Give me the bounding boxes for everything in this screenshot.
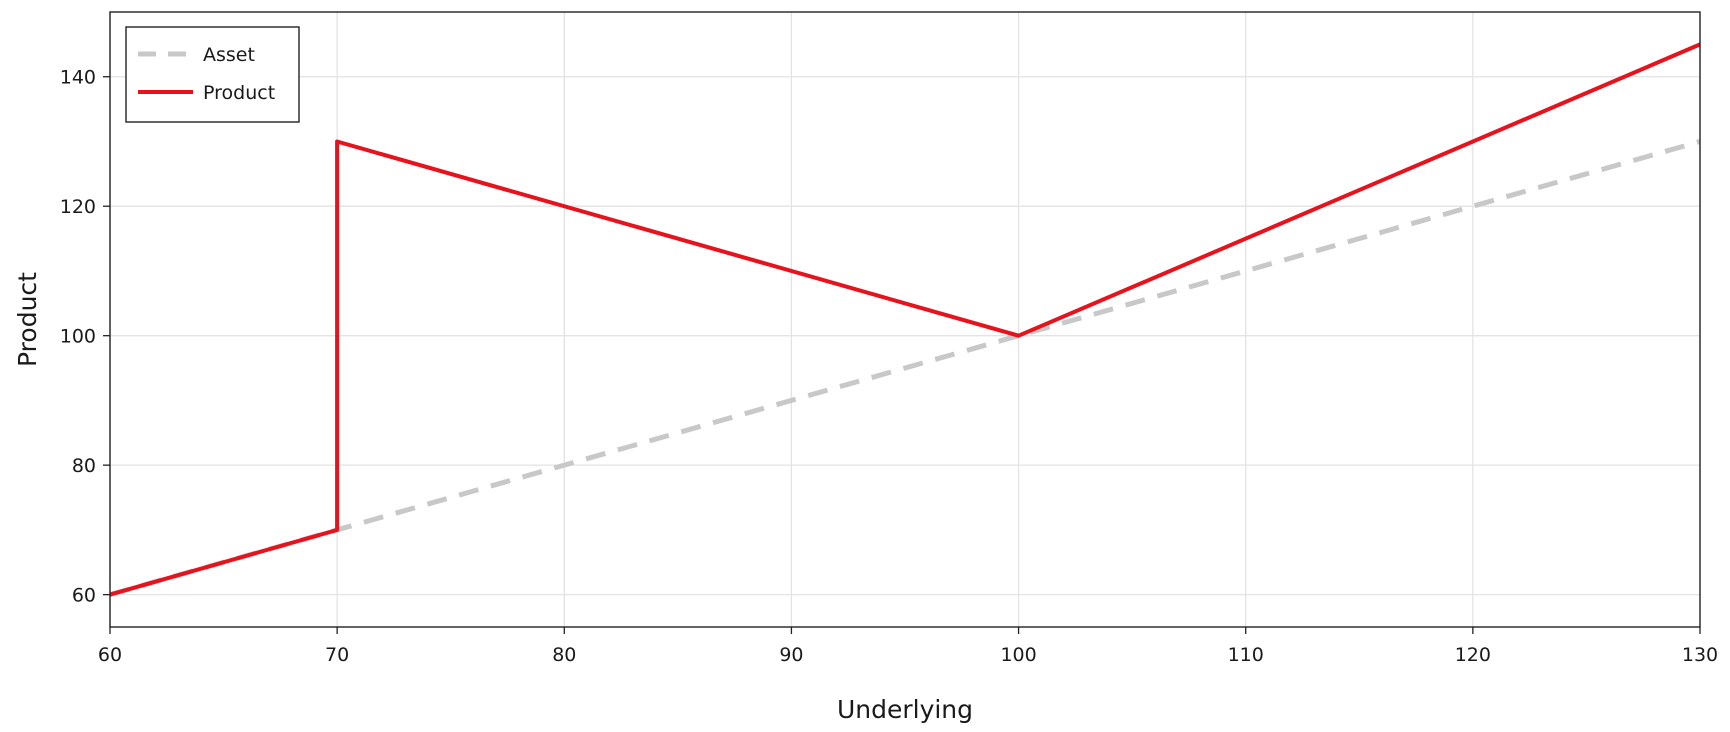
plot-frame [109,11,1701,628]
x-tick-label-70: 70 [325,644,349,666]
x-tick-label-130: 130 [1682,644,1718,666]
series-layer [109,42,1701,598]
series-line-asset [109,139,1701,598]
y-tick-label-140: 140 [60,67,96,89]
x-tick-label-90: 90 [779,644,803,666]
y-tick-label-80: 80 [72,455,96,477]
series-line-product [109,42,1701,597]
x-axis-title: Underlying [837,695,973,724]
legend: Asset Product [125,26,300,123]
legend-label-asset: Asset [203,44,255,66]
x-tick-label-80: 80 [552,644,576,666]
x-tick-label-110: 110 [1228,644,1264,666]
x-tick-label-60: 60 [98,644,122,666]
y-tick-label-120: 120 [60,196,96,218]
y-tick-label-60: 60 [72,585,96,607]
y-tick-label-100: 100 [60,326,96,348]
y-axis-title: Product [13,272,42,367]
legend-label-product: Product [203,82,275,104]
ticks: 60 70 80 90 100 110 120 130 60 80 100 120 140 [60,67,1718,666]
legend-box [125,26,300,123]
x-tick-label-100: 100 [1000,644,1036,666]
x-tick-label-120: 120 [1455,644,1491,666]
